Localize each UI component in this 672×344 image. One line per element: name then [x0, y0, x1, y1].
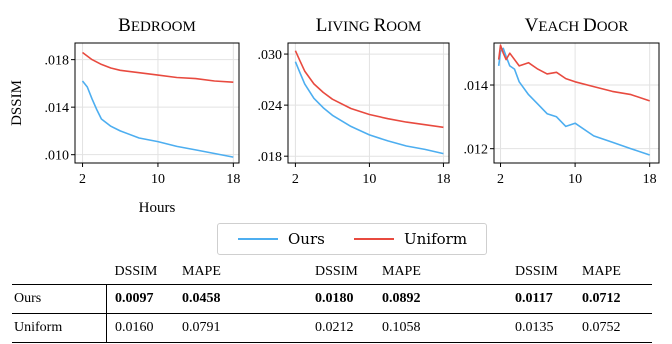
table-cell: 0.0892 [382, 284, 515, 314]
x-tick-label: 10 [362, 172, 376, 187]
charts-canvas: 2 10 18 .010 .014 .018 BEDROOM Hours DSSIM 2 10 18.… [9, 15, 660, 216]
x-tick-label: 2 [497, 172, 504, 187]
table-cell: 0.0458 [182, 284, 315, 314]
table-cell: 0.0160 [106, 313, 182, 343]
x-axis-label: Hours [139, 200, 176, 216]
table-corner [12, 260, 107, 285]
x-tick-label: 10 [568, 172, 582, 187]
y-tick-label: .030 [258, 48, 283, 63]
table-header-mape: MAPE [582, 264, 621, 279]
legend-swatch-ours [238, 238, 278, 240]
table-header-dssim: DSSIM [315, 264, 358, 279]
table-header-row: DSSIM MAPE DSSIM MAPE DSSIM MAPE [12, 260, 652, 285]
x-tick-label: 18 [226, 172, 240, 187]
x-tick-label: 10 [151, 172, 165, 187]
legend-label-ours: Ours [288, 230, 325, 248]
table-row-uniform: Uniform 0.0160 0.0791 0.0212 0.1058 0.01… [12, 313, 652, 343]
y-tick-label: .024 [258, 99, 283, 114]
table-cell: 0.0117 [515, 284, 582, 314]
y-tick-label: .012 [464, 143, 489, 158]
table-cell: 0.0135 [515, 313, 582, 343]
legend: Ours Uniform [217, 223, 487, 255]
chart-title: LIVING ROOM [316, 15, 422, 36]
legend-label-uniform: Uniform [404, 230, 468, 248]
legend-swatch-uniform [354, 238, 394, 240]
chart-title: BEDROOM [118, 15, 196, 36]
x-tick-label: 2 [79, 172, 86, 187]
y-tick-label: .014 [45, 101, 70, 116]
y-tick-label: .014 [464, 79, 489, 94]
table-cell: 0.0212 [315, 313, 382, 343]
plot-frame [493, 42, 660, 164]
y-tick-label: .018 [45, 54, 70, 69]
y-tick-label: .010 [45, 149, 70, 164]
table-row-ours: Ours 0.0097 0.0458 0.0180 0.0892 0.0117 … [12, 284, 652, 314]
series-line-ours [497, 47, 650, 156]
table-header-dssim: DSSIM [515, 264, 558, 279]
series-line-ours [294, 61, 444, 155]
table-cell: 0.0180 [315, 284, 382, 314]
plot-frame [287, 42, 450, 164]
table-header-mape: MAPE [182, 264, 221, 279]
legend-item-uniform: Uniform [354, 230, 467, 248]
results-table: DSSIM MAPE DSSIM MAPE DSSIM MAPE Ours 0.… [12, 260, 652, 343]
table-cell: 0.1058 [382, 313, 515, 343]
legend-item-ours: Ours [238, 230, 325, 248]
x-tick-label: 18 [436, 172, 450, 187]
series-line-uniform [497, 44, 650, 102]
row-label: Uniform [12, 313, 107, 343]
y-tick-label: .018 [258, 150, 283, 165]
table-header-dssim: DSSIM [114, 264, 158, 279]
series-line-uniform [294, 50, 444, 129]
table-header-mape: MAPE [382, 264, 421, 279]
x-tick-label: 2 [292, 172, 299, 187]
series-line-uniform [82, 51, 234, 83]
table-cell: 0.0712 [582, 284, 652, 314]
series-line-ours [81, 80, 234, 158]
table-cell: 0.0752 [582, 313, 652, 343]
table-cell: 0.0791 [182, 313, 315, 343]
x-tick-label: 18 [643, 172, 657, 187]
table-cell: 0.0097 [106, 284, 182, 314]
chart-title: VEACH DOOR [525, 15, 629, 36]
plot-frame [74, 42, 240, 164]
row-label: Ours [12, 284, 107, 314]
y-axis-label: DSSIM [9, 80, 25, 126]
